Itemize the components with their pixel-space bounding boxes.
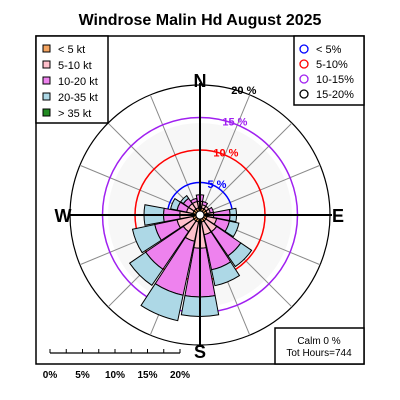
speed-legend-swatch bbox=[42, 76, 51, 85]
ring-labels: 5 % 10 % 15 % 20 % bbox=[207, 85, 256, 191]
ring-legend-label: 10-15% bbox=[316, 74, 354, 86]
cardinal-label-n: N bbox=[194, 71, 207, 91]
ring-legend-marker bbox=[299, 74, 309, 84]
scale-label: 20% bbox=[170, 370, 190, 381]
sector-ese-class-3 bbox=[224, 220, 240, 238]
speed-legend-label: 20-35 kt bbox=[58, 92, 98, 104]
rose-layer bbox=[68, 83, 332, 347]
ring-label-15: 15 % bbox=[222, 116, 247, 128]
sector-wsw-class-3 bbox=[131, 223, 162, 254]
ring-legend-label: 5-10% bbox=[316, 59, 348, 71]
scale-label: 0% bbox=[43, 370, 58, 381]
speed-legend: < 5 kt 5-10 kt 10-20 kt 20-35 kt > 35 kt bbox=[35, 35, 109, 124]
ring-legend-label: 15-20% bbox=[316, 89, 354, 101]
scale-label: 10% bbox=[105, 370, 125, 381]
speed-legend-swatch bbox=[42, 108, 51, 117]
sectors bbox=[128, 194, 253, 322]
ring-legend-marker bbox=[299, 44, 309, 54]
calm-text: Calm 0 % bbox=[297, 336, 340, 347]
speed-legend-label: > 35 kt bbox=[58, 108, 91, 120]
ring-label-20: 20 % bbox=[231, 85, 256, 97]
sector-ssw-class-3 bbox=[140, 283, 184, 322]
ring-legend-marker bbox=[299, 89, 309, 99]
cardinal-label-e: E bbox=[332, 206, 344, 226]
ring-label-5: 5 % bbox=[207, 179, 226, 191]
sector-nnw-class-2 bbox=[190, 197, 198, 205]
cardinal-label-w: W bbox=[55, 206, 72, 226]
cardinal-label-s: S bbox=[194, 342, 206, 362]
calm-circle bbox=[195, 210, 205, 220]
speed-legend-label: 5-10 kt bbox=[58, 60, 92, 72]
speed-legend-swatch bbox=[42, 44, 51, 53]
ring-legend: < 5% 5-10% 10-15% 15-20% bbox=[293, 35, 365, 106]
plot-frame bbox=[35, 35, 365, 365]
scale-label: 5% bbox=[75, 370, 90, 381]
speed-legend-label: < 5 kt bbox=[58, 44, 85, 56]
sector-sse-class-3 bbox=[210, 261, 241, 287]
sector-wnw-class-3 bbox=[170, 197, 182, 211]
ring-legend-marker bbox=[299, 59, 309, 69]
hours-text: Tot Hours=744 bbox=[286, 348, 352, 359]
scale-label: 15% bbox=[137, 370, 157, 381]
sector-nw-class-3 bbox=[179, 194, 190, 205]
speed-legend-swatch bbox=[42, 92, 51, 101]
speed-legend-label: 10-20 kt bbox=[58, 76, 98, 88]
speed-legend-swatch bbox=[42, 60, 51, 69]
ring-legend-label: < 5% bbox=[316, 44, 342, 56]
stats-box-frame bbox=[274, 327, 365, 365]
ring-label-10: 10 % bbox=[213, 148, 238, 160]
sector-se-class-3 bbox=[227, 242, 253, 268]
stats-box: Calm 0 % Tot Hours=744 bbox=[274, 327, 365, 365]
ring-legend-box bbox=[293, 35, 365, 106]
scale-bar: 0% 5% 10% 15% 20% bbox=[43, 349, 190, 381]
sector-sw-class-3 bbox=[128, 251, 164, 287]
chart-title: Windrose Malin Hd August 2025 bbox=[79, 12, 322, 29]
